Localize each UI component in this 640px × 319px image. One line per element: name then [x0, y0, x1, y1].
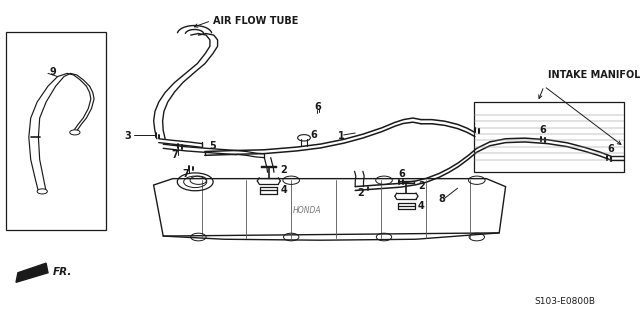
Text: 1: 1 — [338, 130, 345, 141]
Circle shape — [70, 130, 80, 135]
Text: 3: 3 — [125, 130, 132, 141]
Text: 6: 6 — [399, 169, 405, 179]
Text: 2: 2 — [418, 181, 425, 191]
Text: AIR FLOW TUBE: AIR FLOW TUBE — [213, 16, 298, 26]
Bar — [6, 32, 106, 230]
Text: 6: 6 — [608, 144, 614, 154]
Text: 2: 2 — [357, 188, 364, 198]
Text: 7: 7 — [172, 150, 179, 160]
Text: 5: 5 — [209, 141, 216, 151]
Text: 4: 4 — [418, 201, 425, 211]
Text: 6: 6 — [314, 102, 321, 112]
Text: 6: 6 — [540, 125, 546, 135]
Polygon shape — [16, 263, 48, 282]
Text: 4: 4 — [280, 185, 287, 196]
Text: 9: 9 — [50, 67, 57, 77]
Text: S103-E0800B: S103-E0800B — [534, 297, 595, 306]
Circle shape — [37, 189, 47, 194]
Text: 6: 6 — [310, 130, 317, 140]
Text: 8: 8 — [438, 194, 445, 204]
Text: HONDA: HONDA — [293, 206, 321, 215]
Text: 7: 7 — [182, 169, 189, 179]
Text: INTAKE MANIFOLD: INTAKE MANIFOLD — [548, 70, 640, 80]
Text: FR.: FR. — [52, 267, 72, 277]
Text: 2: 2 — [280, 165, 287, 175]
